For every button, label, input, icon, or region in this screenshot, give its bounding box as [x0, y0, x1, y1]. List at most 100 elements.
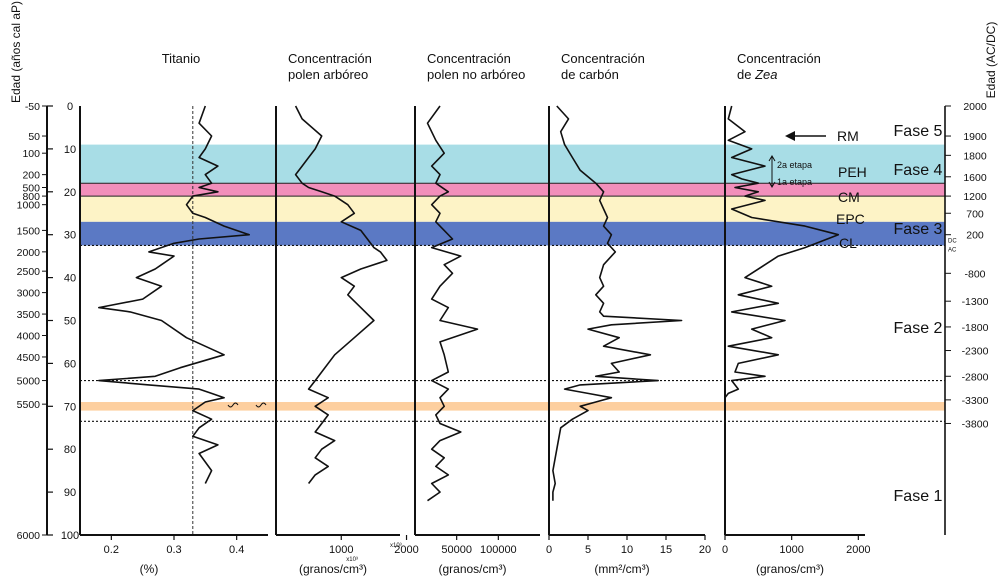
- wave-marker: [227, 402, 239, 408]
- x-tick-label: 50000: [441, 544, 472, 556]
- depth-tick-label: 60: [64, 358, 76, 370]
- phase-boundaries: [80, 244, 945, 422]
- age-tick-label: 3500: [17, 309, 41, 321]
- data-series-line: [98, 105, 250, 484]
- right-age-axis: 2000 1900 1800 1600 1200 700 200 -800 -1300 -1800…: [944, 22, 998, 535]
- x-tick-label: 0.2: [104, 544, 119, 556]
- annotation-rm: RM: [837, 128, 859, 144]
- right-tick-label: 200: [966, 230, 984, 242]
- right-tick-label: 1800: [963, 150, 987, 162]
- right-tick-label: -2800: [962, 371, 989, 383]
- depth-tick-label: 40: [64, 273, 76, 285]
- age-tick-label: 3000: [17, 288, 41, 300]
- x-exponent-label: x10³: [346, 557, 358, 563]
- panel-title: polen no arbóreo: [427, 67, 525, 82]
- annotation-peh: PEH: [838, 164, 867, 180]
- depth-tick-label: 70: [64, 401, 76, 413]
- annotation-cl: CL: [839, 235, 857, 251]
- x-tick-label: 1000: [779, 544, 803, 556]
- x-tick-label: 2000: [394, 544, 418, 556]
- band-cm: [80, 183, 945, 197]
- x-axis-label: (granos/cm³): [438, 562, 506, 576]
- right-tick-label: 1600: [963, 172, 987, 184]
- right-tick-label: 1200: [963, 191, 987, 203]
- x-axis-label: (mm²/cm³): [594, 562, 649, 576]
- annotations: Fase 5 Fase 4 Fase 3 Fase 2 Fase 1 RM PEH CM EPC…: [227, 123, 943, 505]
- era-label: AC: [948, 247, 957, 253]
- right-tick-label: -1300: [962, 296, 989, 308]
- right-tick-label: -3300: [962, 395, 989, 407]
- panel-title: de carbón: [561, 67, 619, 82]
- x-tick-label: 0: [722, 544, 728, 556]
- rm-arrow-head: [785, 131, 795, 141]
- x-tick-label: 10: [621, 544, 633, 556]
- period-bands: [80, 144, 945, 411]
- panel-title: Concentración: [561, 51, 645, 66]
- annotation-stage2: 2a etapa: [777, 160, 812, 170]
- age-tick-label: 5000: [17, 376, 41, 388]
- left-axis-title: Edad (años cal aP): [9, 1, 23, 103]
- phase-label: Fase 3: [894, 221, 943, 238]
- phase-label: Fase 4: [894, 162, 943, 179]
- panel-title: Concentración: [427, 51, 511, 66]
- age-tick-label: 50: [28, 131, 40, 143]
- panel-title: de Zea: [737, 67, 777, 82]
- depth-tick-label: 10: [64, 144, 76, 156]
- stage-bracket-arrow: [768, 181, 776, 188]
- depth-tick-label: 30: [64, 230, 76, 242]
- age-tick-label: 1500: [17, 225, 41, 237]
- phase-label: Fase 5: [894, 123, 943, 140]
- data-series-line: [552, 105, 683, 501]
- age-tick-label: 200: [22, 170, 40, 182]
- depth-tick-label: 50: [64, 316, 76, 328]
- age-tick-label: 4500: [17, 352, 41, 364]
- left-age-axis: 0102030405060708090100-50501002005008001…: [9, 1, 79, 542]
- stage-bracket-arrow: [768, 155, 776, 162]
- x-tick-label: 2000: [846, 544, 870, 556]
- phase-label: Fase 2: [894, 320, 943, 337]
- x-tick-label: 0: [546, 544, 552, 556]
- depth-tick-label: 80: [64, 444, 76, 456]
- data-series-line: [426, 105, 479, 502]
- panel-2: 1000 2000x10³x10³(granos/cm³)Concentració…: [275, 51, 419, 576]
- right-tick-label: 2000: [963, 101, 987, 113]
- depth-tick-label: 0: [67, 101, 73, 113]
- age-tick-label: 6000: [17, 530, 41, 542]
- x-axis-label: (%): [140, 562, 159, 576]
- x-tick-label: 15: [660, 544, 672, 556]
- right-tick-label: 700: [966, 208, 984, 220]
- x-tick-label: 1000: [329, 544, 353, 556]
- annotation-cm: CM: [838, 189, 860, 205]
- panel-3: 50000 100000 (granos/cm³) Concentraciónpole…: [414, 51, 540, 576]
- x-tick-label: 5: [585, 544, 591, 556]
- depth-tick-label: 100: [61, 530, 79, 542]
- right-tick-label: -3800: [962, 418, 989, 430]
- band-orange: [80, 402, 945, 411]
- data-series-line: [724, 105, 840, 399]
- panel-title: Concentración: [288, 51, 372, 66]
- right-tick-label: 1900: [963, 131, 987, 143]
- phase-label: Fase 1: [894, 488, 943, 505]
- x-tick-label: 100000: [480, 544, 517, 556]
- panel-title: Titanio: [162, 51, 201, 66]
- x-exponent-label: x10³: [390, 543, 402, 549]
- x-tick-label: 0.4: [229, 544, 244, 556]
- age-tick-label: 2500: [17, 266, 41, 278]
- panel-1: 0.2 0.3 0.4 (%) Titanio: [79, 51, 268, 576]
- x-axis-label: (granos/cm³): [756, 562, 824, 576]
- right-tick-label: -800: [964, 268, 985, 280]
- x-axis-label: (granos/cm³): [299, 562, 367, 576]
- age-tick-label: 500: [22, 183, 40, 195]
- depth-tick-label: 20: [64, 187, 76, 199]
- band-peh: [80, 144, 945, 184]
- band-epc: [80, 196, 945, 222]
- age-tick-label: 5500: [17, 399, 41, 411]
- panel-title: Concentración: [737, 51, 821, 66]
- band-cl: [80, 221, 945, 246]
- right-axis-title: Edad (AC/DC): [984, 22, 998, 99]
- age-tick-label: 2000: [17, 247, 41, 259]
- annotation-epc: EPC: [836, 211, 865, 227]
